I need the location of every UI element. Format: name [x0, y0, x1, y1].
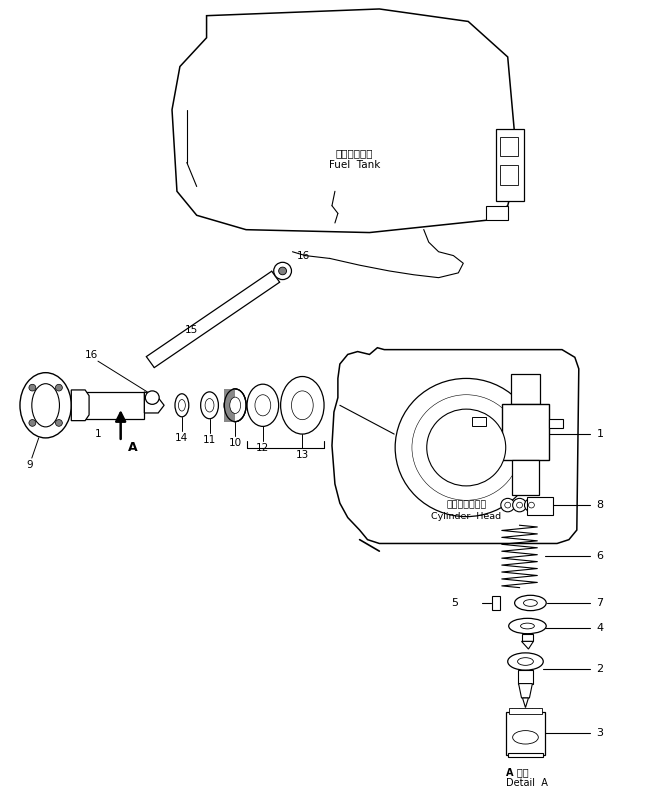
Polygon shape [71, 390, 89, 421]
Bar [500, 165, 518, 184]
Text: 16: 16 [296, 251, 310, 261]
Circle shape [29, 385, 36, 391]
Text: フェルタンク: フェルタンク [336, 148, 374, 158]
Text: 4: 4 [597, 623, 603, 633]
Text: 15: 15 [185, 325, 198, 336]
Ellipse shape [230, 397, 241, 414]
Bar [496, 129, 524, 201]
Bar [528, 497, 553, 515]
Ellipse shape [520, 623, 534, 629]
Text: 16: 16 [84, 351, 97, 360]
Text: 12: 12 [256, 443, 270, 452]
Text: 11: 11 [203, 435, 216, 445]
Ellipse shape [224, 389, 246, 422]
Ellipse shape [524, 600, 538, 606]
Bar [85, 392, 144, 418]
Polygon shape [172, 9, 518, 232]
Bar [549, 418, 563, 429]
Text: 6: 6 [597, 551, 603, 561]
Bar [472, 417, 486, 426]
Ellipse shape [518, 658, 534, 665]
Ellipse shape [247, 385, 278, 426]
Ellipse shape [509, 619, 546, 634]
Bar [508, 753, 544, 757]
Bar [509, 708, 542, 714]
Circle shape [528, 502, 534, 508]
Circle shape [29, 419, 36, 426]
Ellipse shape [175, 394, 189, 417]
Polygon shape [522, 641, 534, 649]
Circle shape [524, 498, 538, 512]
Circle shape [427, 409, 506, 486]
Bar [522, 634, 534, 641]
Polygon shape [486, 206, 508, 220]
Text: 3: 3 [597, 728, 603, 738]
Ellipse shape [201, 392, 218, 418]
Text: シリンダヘッド: シリンダヘッド [446, 500, 486, 510]
Ellipse shape [224, 389, 246, 422]
Ellipse shape [508, 653, 544, 670]
Text: Detail  A: Detail A [506, 779, 547, 788]
Circle shape [395, 378, 538, 517]
Text: 10: 10 [228, 437, 241, 448]
Circle shape [513, 498, 526, 512]
Text: 13: 13 [295, 450, 309, 460]
Polygon shape [519, 683, 532, 698]
Polygon shape [522, 698, 528, 708]
Circle shape [145, 391, 159, 404]
Text: 2: 2 [597, 664, 603, 675]
Text: 5: 5 [451, 598, 459, 608]
Text: 14: 14 [175, 433, 188, 443]
Text: Cylinder  Head: Cylinder Head [431, 512, 501, 521]
Polygon shape [224, 389, 235, 422]
Text: 9: 9 [26, 459, 33, 470]
Circle shape [517, 502, 522, 508]
Ellipse shape [205, 399, 214, 412]
Text: 1: 1 [95, 429, 101, 439]
Circle shape [55, 419, 63, 426]
Ellipse shape [255, 395, 270, 416]
Text: 8: 8 [597, 500, 603, 510]
Bar [512, 460, 540, 495]
Ellipse shape [178, 400, 186, 411]
Bar [500, 136, 518, 156]
Text: A: A [128, 441, 138, 454]
Bar [506, 712, 545, 755]
Ellipse shape [515, 595, 546, 611]
Bar [511, 374, 540, 404]
Ellipse shape [513, 730, 538, 744]
Bar [518, 670, 534, 683]
Ellipse shape [32, 384, 59, 427]
Text: 1: 1 [597, 429, 603, 439]
Bar [492, 597, 500, 610]
Polygon shape [144, 392, 164, 413]
Circle shape [278, 267, 286, 275]
Ellipse shape [20, 373, 71, 438]
Ellipse shape [291, 391, 313, 420]
Ellipse shape [224, 389, 246, 422]
Text: Fuel  Tank: Fuel Tank [329, 161, 380, 170]
Text: A 詳細: A 詳細 [506, 767, 528, 777]
Circle shape [501, 498, 515, 512]
Polygon shape [332, 348, 579, 544]
Bar [502, 404, 549, 460]
Circle shape [55, 385, 63, 391]
Circle shape [505, 502, 511, 508]
Text: 7: 7 [597, 598, 603, 608]
Circle shape [274, 262, 291, 280]
Ellipse shape [280, 377, 324, 434]
